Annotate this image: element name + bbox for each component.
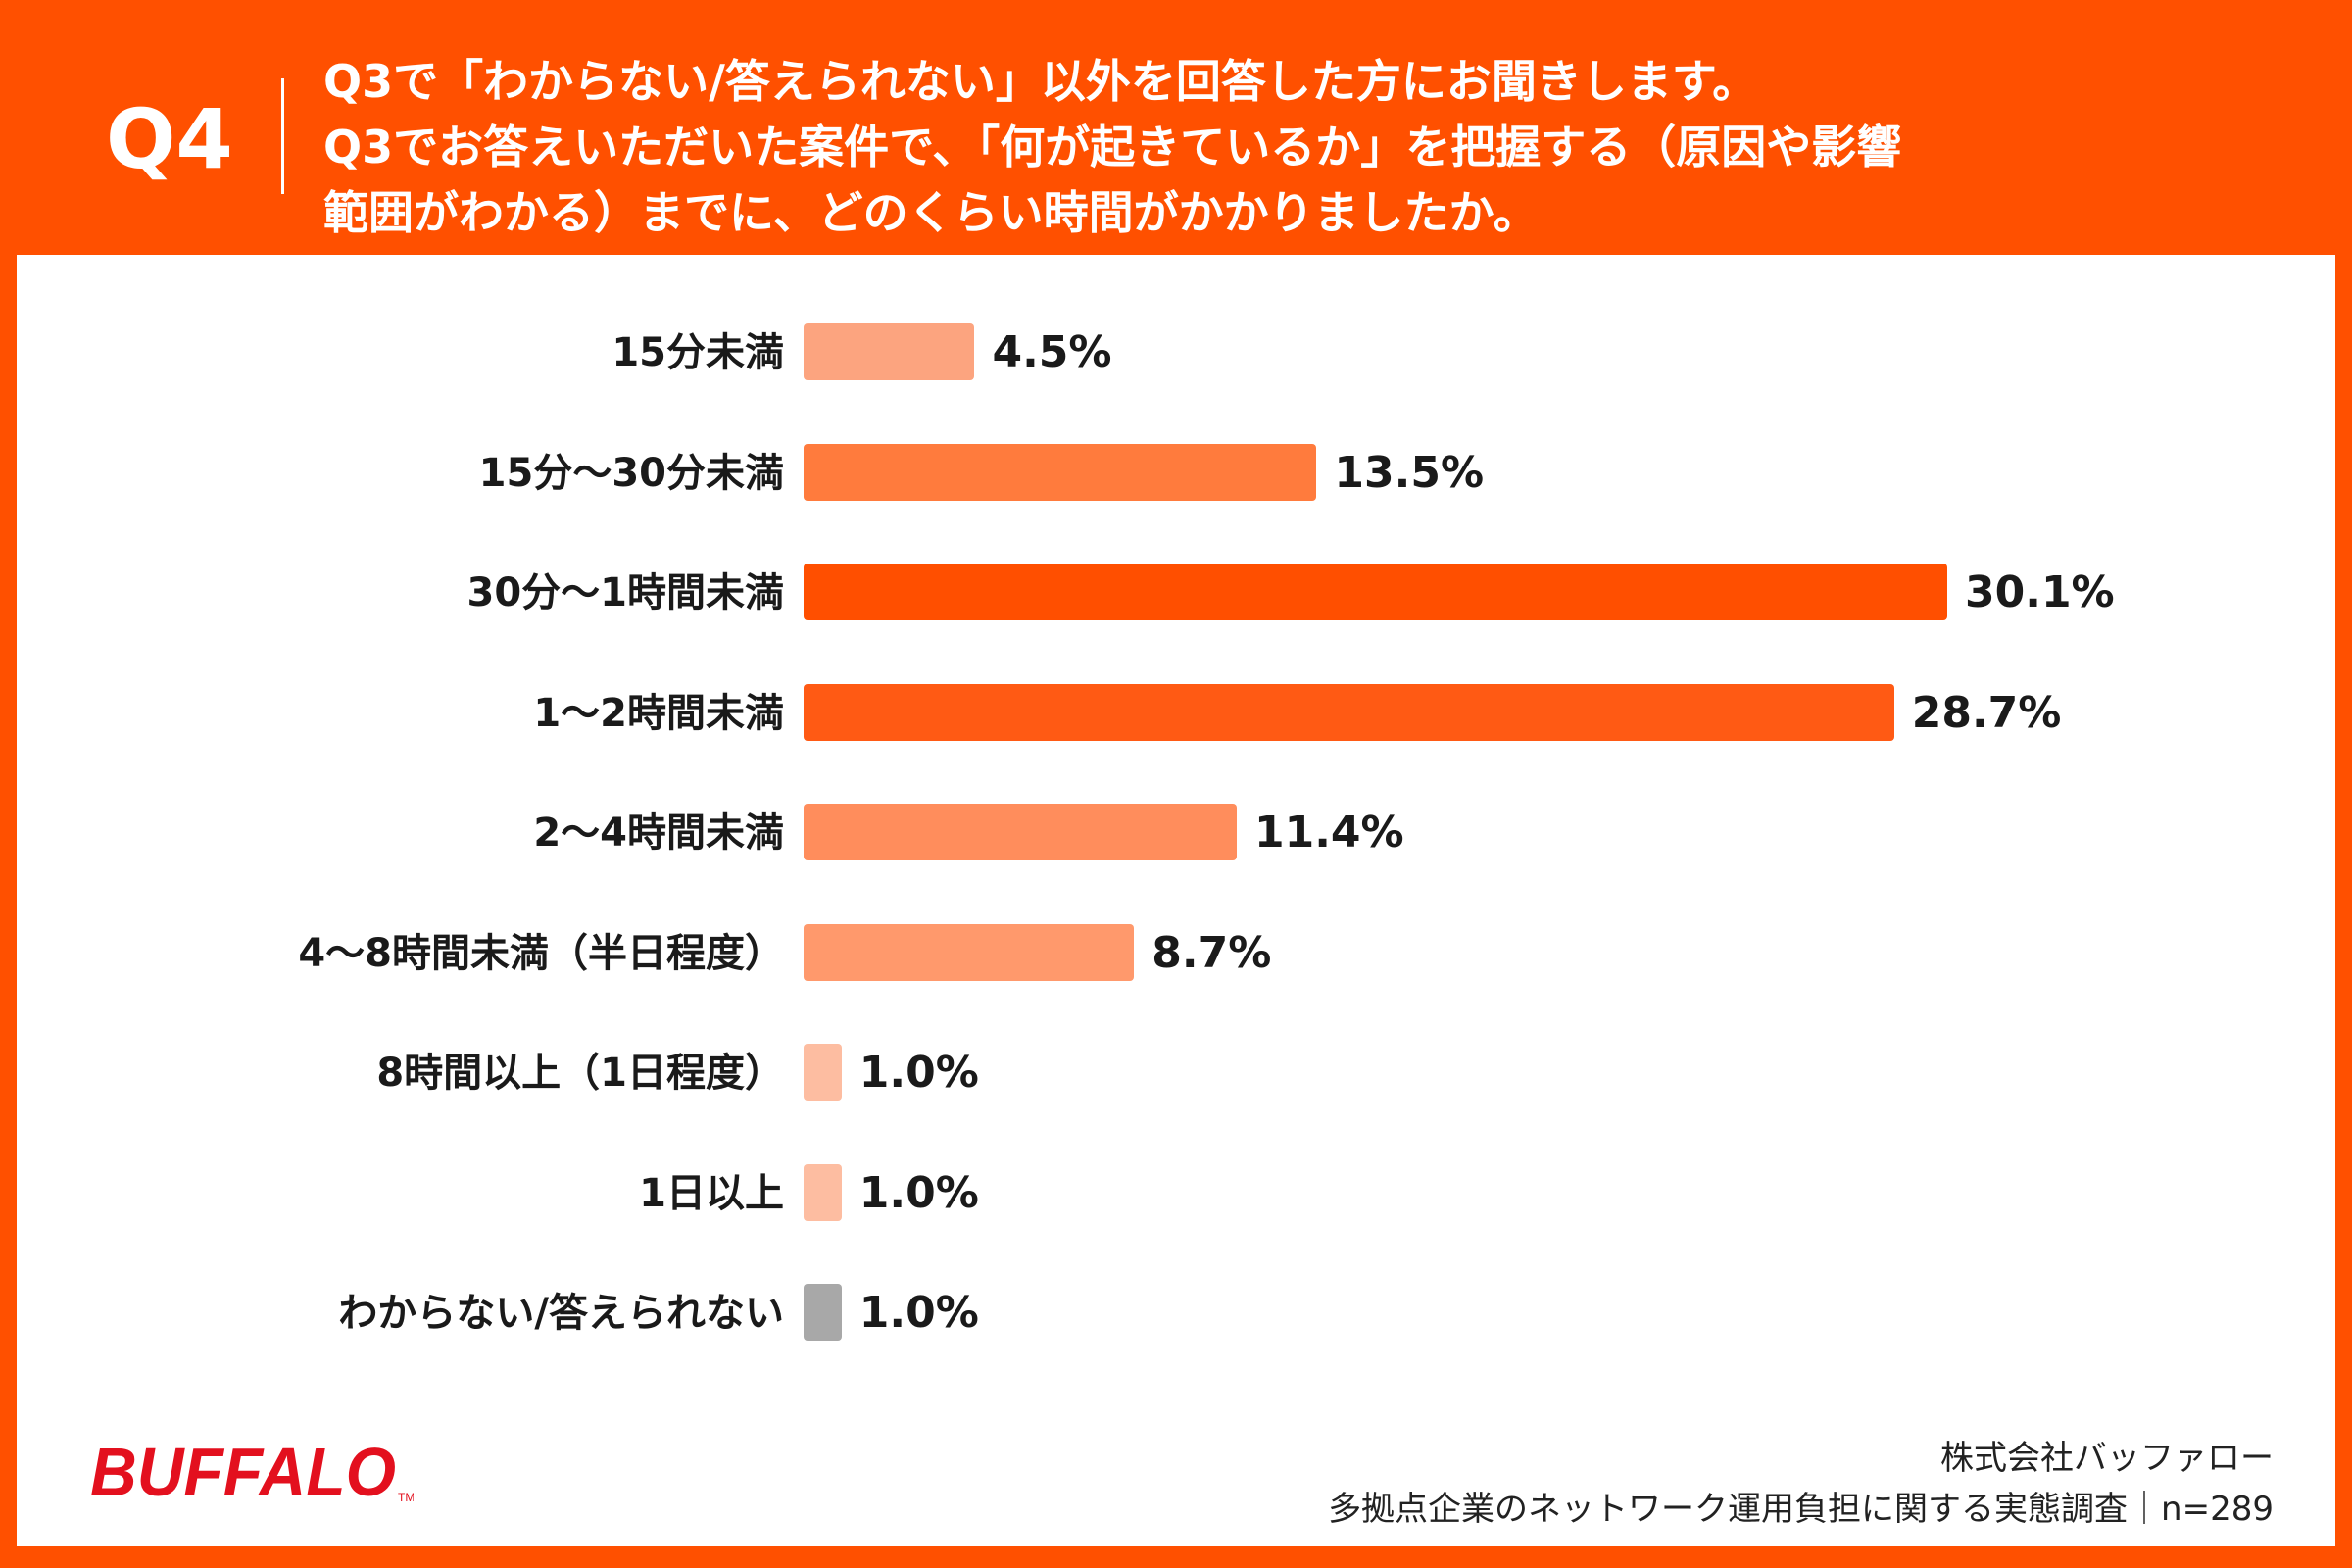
category-label: 15分〜30分未満 [478,450,784,496]
value-label: 1.0% [858,1288,979,1338]
value-label: 30.1% [1965,567,2115,617]
value-label: 28.7% [1911,687,2062,738]
category-label: 15分未満 [612,330,784,375]
bar [804,683,1894,741]
question-line: 範囲がわかる）までに、どのくらい時間がかかりましたか。 [323,186,1539,239]
value-label: 4.5% [992,327,1112,377]
value-label: 1.0% [858,1167,979,1218]
footer-credits: 株式会社バッファロー 多拠点企業のネットワーク運用負担に関する実態調査｜n=28… [1328,1433,2274,1535]
category-label: 2〜4時間未満 [533,810,784,856]
footer-survey: 多拠点企業のネットワーク運用負担に関する実態調査｜n=289 [1328,1490,2274,1529]
bar [804,923,1135,981]
bar [804,323,975,380]
category-label: 1〜2時間未満 [533,690,784,736]
footer-company: 株式会社バッファロー [1940,1439,2274,1478]
logo-text: BUFFALO [90,1434,396,1507]
logo-trademark: TM [398,1491,414,1504]
value-label: 1.0% [858,1048,979,1098]
category-label: 4〜8時間未満（半日程度） [298,930,784,976]
bar [804,804,1237,860]
question-text: Q3で「わからない/答えられない」以外を回答した方にお聞きします。 Q3でお答え… [323,49,2234,246]
question-header: Q4 Q3で「わからない/答えられない」以外を回答した方にお聞きします。 Q3で… [0,0,2352,255]
header-divider [281,78,284,194]
bar [804,443,1317,501]
bar [804,564,1947,620]
value-label: 8.7% [1152,927,1272,978]
category-label: 8時間以上（1日程度） [376,1051,784,1096]
category-label: 30分〜1時間未満 [466,570,785,615]
category-label: わからない/答えられない [338,1291,784,1336]
bar [804,1163,842,1221]
buffalo-logo: BUFFALO TM [90,1434,414,1507]
bar [804,1044,842,1101]
question-line: Q3で「わからない/答えられない」以外を回答した方にお聞きします。 [323,55,1758,108]
question-number: Q4 [106,91,233,187]
question-line: Q3でお答えいただいた案件で、「何が起きているか」を把握する（原因や影響 [323,121,1902,173]
category-label: 1日以上 [639,1170,784,1216]
value-label: 13.5% [1334,447,1485,498]
bar [804,1284,842,1341]
value-label: 11.4% [1253,808,1404,858]
